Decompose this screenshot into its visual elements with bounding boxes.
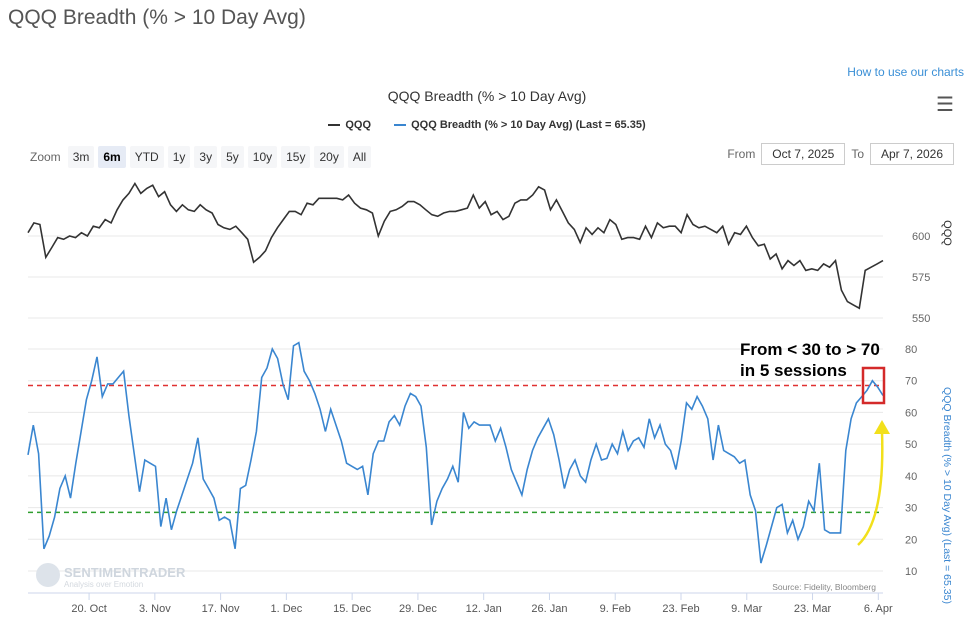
- arrow-head: [874, 420, 890, 434]
- zoom-controls: Zoom 3m 6m YTD 1y 3y 5y 10y 15y 20y All: [30, 146, 372, 168]
- y-tick-label: 10: [905, 566, 917, 578]
- legend-label: QQQ Breadth (% > 10 Day Avg) (Last = 65.…: [411, 119, 646, 131]
- y-tick-label: 60: [905, 407, 917, 419]
- y-tick-label: 600: [912, 231, 930, 243]
- x-tick-label: 26. Jan: [531, 603, 567, 615]
- legend: QQQ QQQ Breadth (% > 10 Day Avg) (Last =…: [0, 117, 974, 131]
- from-label: From: [727, 147, 756, 161]
- zoom-button-15y[interactable]: 15y: [281, 146, 311, 168]
- zoom-button-1y[interactable]: 1y: [167, 146, 191, 168]
- zoom-button-6m[interactable]: 6m: [98, 146, 126, 168]
- annotation-text: From < 30 to > 70 in 5 sessions: [740, 339, 880, 381]
- annotation-line1: From < 30 to > 70: [740, 340, 880, 359]
- zoom-button-10y[interactable]: 10y: [247, 146, 278, 168]
- y-tick-label: 30: [905, 503, 917, 515]
- zoom-button-3y[interactable]: 3y: [194, 146, 218, 168]
- x-tick-label: 17. Nov: [202, 603, 240, 615]
- x-tick-label: 29. Dec: [399, 603, 437, 615]
- y-tick-label: 80: [905, 344, 917, 356]
- date-range: From Oct 7, 2025 To Apr 7, 2026: [727, 143, 954, 165]
- x-tick-label: 3. Nov: [139, 603, 171, 615]
- hamburger-icon[interactable]: ☰: [936, 94, 954, 116]
- legend-swatch: [394, 124, 407, 126]
- zoom-button-ytd[interactable]: YTD: [129, 146, 164, 168]
- watermark-tagline: Analysis over Emotion: [64, 580, 143, 589]
- y-tick-label: 40: [905, 471, 917, 483]
- legend-item-breadth[interactable]: QQQ Breadth (% > 10 Day Avg) (Last = 65.…: [394, 119, 646, 131]
- annotation-line2: in 5 sessions: [740, 361, 847, 380]
- legend-swatch: [328, 124, 341, 126]
- watermark-brand: SENTIMENTRADER: [64, 565, 186, 580]
- y-tick-label: 50: [905, 439, 917, 451]
- x-tick-label: 23. Feb: [662, 603, 699, 615]
- x-tick-label: 12. Jan: [466, 603, 502, 615]
- chart-title: QQQ Breadth (% > 10 Day Avg): [387, 88, 587, 104]
- x-tick-label: 1. Dec: [270, 603, 302, 615]
- how-to-use-charts-link[interactable]: How to use our charts: [847, 65, 964, 79]
- y-tick-label: 575: [912, 272, 930, 284]
- y-tick-label: 70: [905, 376, 917, 388]
- x-tick-label: 6. Apr: [864, 603, 893, 615]
- zoom-label: Zoom: [30, 150, 61, 164]
- y-axis-title: QQQ Breadth (% > 10 Day Avg) (Last = 65.…: [941, 387, 953, 604]
- x-tick-label: 9. Feb: [600, 603, 631, 615]
- from-date-input[interactable]: Oct 7, 2025: [761, 143, 846, 165]
- highlight-box: [861, 366, 886, 405]
- to-label: To: [851, 147, 864, 161]
- y-axis-title: QQQ: [941, 220, 953, 246]
- legend-item-qqq[interactable]: QQQ: [328, 119, 371, 131]
- legend-label: QQQ: [345, 119, 372, 131]
- arrow-curve: [857, 431, 884, 546]
- series-line-qqq: [27, 181, 884, 310]
- y-tick-label: 550: [912, 313, 930, 325]
- x-tick-label: 15. Dec: [333, 603, 371, 615]
- zoom-button-20y[interactable]: 20y: [314, 146, 344, 168]
- watermark-logo-icon: [36, 563, 60, 587]
- to-date-input[interactable]: Apr 7, 2026: [870, 143, 954, 165]
- series-line-breadth: [27, 341, 884, 564]
- y-tick-label: 20: [905, 534, 917, 546]
- zoom-button-5y[interactable]: 5y: [221, 146, 244, 168]
- page-title: QQQ Breadth (% > 10 Day Avg): [8, 6, 306, 29]
- source-text: Source: Fidelity, Bloomberg: [772, 582, 876, 592]
- x-tick-label: 23. Mar: [794, 603, 832, 615]
- zoom-button-all[interactable]: All: [347, 146, 372, 168]
- x-tick-label: 20. Oct: [71, 603, 106, 615]
- zoom-button-3m[interactable]: 3m: [67, 146, 95, 168]
- x-tick-label: 9. Mar: [731, 603, 763, 615]
